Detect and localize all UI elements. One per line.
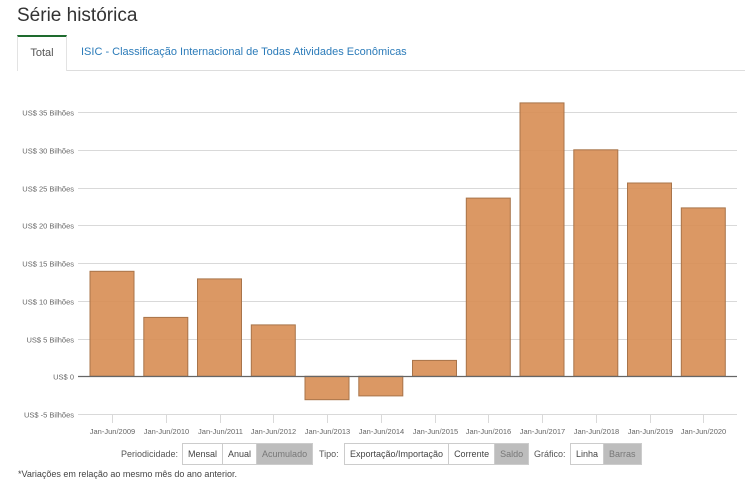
y-tick-label: US$ 25 Bilhões bbox=[22, 185, 74, 194]
y-tick-label: US$ 20 Bilhões bbox=[22, 222, 74, 231]
tipo-toggle: Exportação/Importação Corrente Saldo bbox=[344, 443, 530, 465]
bar[interactable] bbox=[250, 324, 296, 377]
periodicidade-toggle: Mensal Anual Acumulado bbox=[182, 443, 314, 465]
bar[interactable] bbox=[465, 197, 511, 377]
x-tick-label: Jan-Jun/2020 bbox=[681, 427, 726, 436]
x-tick-label: Jan-Jun/2017 bbox=[520, 427, 565, 436]
periodicidade-mensal-button[interactable]: Mensal bbox=[183, 444, 224, 464]
x-tick-label: Jan-Jun/2014 bbox=[359, 427, 404, 436]
bar[interactable] bbox=[358, 375, 404, 397]
x-tick-label: Jan-Jun/2018 bbox=[574, 427, 619, 436]
bar[interactable] bbox=[304, 375, 350, 401]
x-tick-label: Jan-Jun/2013 bbox=[305, 427, 350, 436]
page-title: Série histórica bbox=[17, 5, 138, 26]
tipo-corrente-button[interactable]: Corrente bbox=[449, 444, 496, 464]
y-tick-label: US$ 35 Bilhões bbox=[22, 109, 74, 118]
x-tick-label: Jan-Jun/2010 bbox=[144, 427, 189, 436]
tab-bar: Total ISIC - Classificação Internacional… bbox=[17, 35, 745, 71]
bar[interactable] bbox=[680, 207, 726, 377]
periodicidade-label: Periodicidade: bbox=[121, 449, 179, 459]
tipo-exportacao-importacao-button[interactable]: Exportação/Importação bbox=[345, 444, 450, 464]
x-tick-label: Jan-Jun/2012 bbox=[251, 427, 296, 436]
tab-isic[interactable]: ISIC - Classificação Internacional de To… bbox=[81, 46, 407, 58]
bars bbox=[89, 102, 726, 401]
x-axis-ticks bbox=[112, 415, 704, 423]
tab-total[interactable]: Total bbox=[17, 35, 67, 71]
bar[interactable] bbox=[573, 149, 619, 377]
x-axis-labels: Jan-Jun/2009 Jan-Jun/2010 Jan-Jun/2011 Jan-… bbox=[90, 427, 726, 436]
x-tick-label: Jan-Jun/2016 bbox=[466, 427, 511, 436]
bar[interactable] bbox=[519, 102, 565, 377]
tipo-saldo-button[interactable]: Saldo bbox=[495, 444, 529, 464]
y-tick-label: US$ 0 bbox=[53, 373, 74, 382]
x-tick-label: Jan-Jun/2019 bbox=[628, 427, 673, 436]
x-tick-label: Jan-Jun/2009 bbox=[90, 427, 135, 436]
grafico-linha-button[interactable]: Linha bbox=[571, 444, 605, 464]
bar[interactable] bbox=[627, 182, 672, 377]
bar[interactable] bbox=[143, 316, 189, 377]
y-axis-labels: US$ 35 Bilhões US$ 30 Bilhões US$ 25 Bilhõ… bbox=[22, 109, 74, 420]
x-tick-label: Jan-Jun/2015 bbox=[413, 427, 458, 436]
grafico-barras-button[interactable]: Barras bbox=[604, 444, 641, 464]
bar-chart: US$ 35 Bilhões US$ 30 Bilhões US$ 25 Bilhõ… bbox=[22, 102, 737, 436]
x-tick-label: Jan-Jun/2011 bbox=[198, 427, 243, 436]
y-tick-label: US$ 5 Bilhões bbox=[26, 336, 74, 345]
periodicidade-acumulado-button[interactable]: Acumulado bbox=[257, 444, 313, 464]
bar[interactable] bbox=[412, 359, 457, 377]
y-tick-label: US$ -5 Bilhões bbox=[24, 411, 74, 420]
tipo-label: Tipo: bbox=[319, 449, 339, 459]
periodicidade-anual-button[interactable]: Anual bbox=[223, 444, 258, 464]
bar[interactable] bbox=[197, 278, 242, 377]
y-tick-label: US$ 10 Bilhões bbox=[22, 298, 74, 307]
bar[interactable] bbox=[89, 270, 135, 377]
y-tick-label: US$ 30 Bilhões bbox=[22, 147, 74, 156]
chart-controls: Periodicidade: Mensal Anual Acumulado Ti… bbox=[0, 443, 754, 465]
grafico-toggle: Linha Barras bbox=[570, 443, 642, 465]
footnote: *Variações em relação ao mesmo mês do an… bbox=[18, 469, 237, 479]
grafico-label: Gráfico: bbox=[534, 449, 566, 459]
y-tick-label: US$ 15 Bilhões bbox=[22, 260, 74, 269]
